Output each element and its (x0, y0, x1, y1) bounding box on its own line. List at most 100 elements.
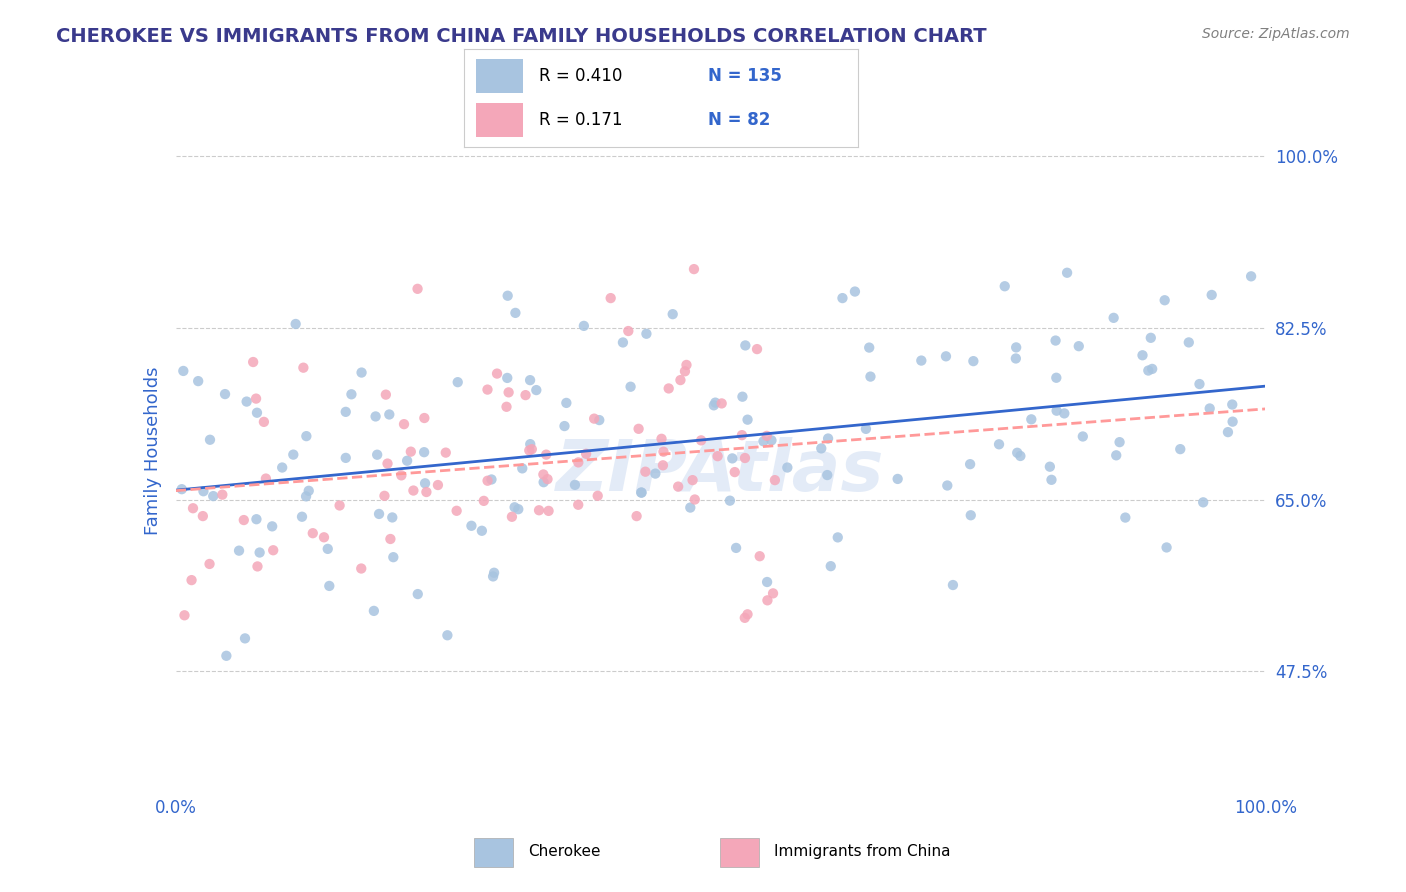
Point (413, 445, 436, 459)
Point (936, 478, 959, 492)
Point (170, 482, 193, 496)
Point (446, 504, 468, 518)
Point (935, 349, 957, 363)
Point (482, 569, 505, 583)
Point (426, 478, 449, 492)
Point (630, 485, 652, 500)
Point (242, 355, 264, 369)
Point (413, 411, 436, 425)
Point (704, 395, 727, 409)
Point (567, 498, 589, 512)
Point (415, 485, 437, 500)
Point (737, 412, 759, 426)
Point (246, 406, 269, 420)
Point (1140, 362, 1163, 376)
Point (460, 518, 482, 533)
Point (756, 574, 779, 589)
Point (233, 632, 256, 646)
Point (776, 460, 799, 475)
Point (661, 307, 683, 321)
FancyBboxPatch shape (475, 59, 523, 94)
Point (1046, 403, 1069, 417)
Point (636, 326, 658, 341)
Point (187, 374, 209, 388)
Point (586, 489, 609, 503)
Point (1139, 331, 1161, 345)
Point (626, 509, 648, 524)
Point (350, 561, 373, 575)
Point (254, 472, 277, 486)
Point (1222, 415, 1244, 429)
Point (477, 474, 499, 488)
Point (515, 388, 537, 402)
Point (1045, 334, 1067, 348)
Point (617, 324, 640, 338)
Point (1156, 541, 1178, 555)
Point (377, 457, 399, 471)
Point (1004, 351, 1026, 366)
Point (1137, 363, 1160, 377)
Point (959, 457, 981, 471)
FancyBboxPatch shape (474, 838, 513, 867)
Point (537, 504, 560, 518)
Point (520, 442, 543, 457)
Point (942, 578, 965, 592)
Point (202, 489, 225, 503)
Point (675, 358, 697, 372)
Point (329, 499, 352, 513)
Point (831, 291, 853, 305)
Point (1108, 435, 1130, 450)
Point (172, 364, 194, 378)
Point (481, 473, 503, 487)
Point (298, 483, 321, 498)
Point (644, 467, 666, 481)
Point (734, 338, 756, 352)
Point (396, 454, 419, 468)
Point (1220, 398, 1243, 412)
Point (291, 509, 314, 524)
Point (335, 405, 357, 419)
Point (737, 607, 759, 622)
Point (673, 364, 696, 378)
Point (817, 432, 839, 446)
Point (763, 473, 786, 487)
Point (731, 428, 754, 442)
Point (855, 422, 877, 436)
Point (564, 478, 586, 492)
Point (519, 373, 541, 387)
Point (191, 509, 214, 524)
Point (364, 409, 387, 424)
Point (858, 341, 880, 355)
Point (392, 417, 415, 432)
Point (844, 285, 866, 299)
Point (496, 371, 519, 385)
Point (510, 461, 533, 475)
Point (318, 579, 340, 593)
Point (495, 400, 517, 414)
Point (312, 530, 335, 544)
Point (731, 390, 754, 404)
FancyBboxPatch shape (720, 838, 759, 867)
Point (1040, 473, 1063, 487)
Point (413, 476, 436, 491)
Point (373, 489, 395, 503)
Point (583, 411, 606, 425)
Point (181, 501, 204, 516)
Point (503, 500, 526, 515)
Point (682, 473, 704, 487)
Text: N = 82: N = 82 (709, 112, 770, 129)
Point (658, 381, 681, 395)
Point (295, 429, 318, 443)
Point (363, 604, 385, 618)
Point (718, 493, 741, 508)
Point (381, 510, 404, 524)
Point (246, 559, 269, 574)
Point (752, 434, 775, 449)
Point (284, 317, 307, 331)
Point (555, 396, 578, 410)
Point (406, 587, 429, 601)
Point (815, 468, 838, 483)
Point (588, 413, 610, 427)
Point (1178, 335, 1201, 350)
Point (316, 541, 339, 556)
